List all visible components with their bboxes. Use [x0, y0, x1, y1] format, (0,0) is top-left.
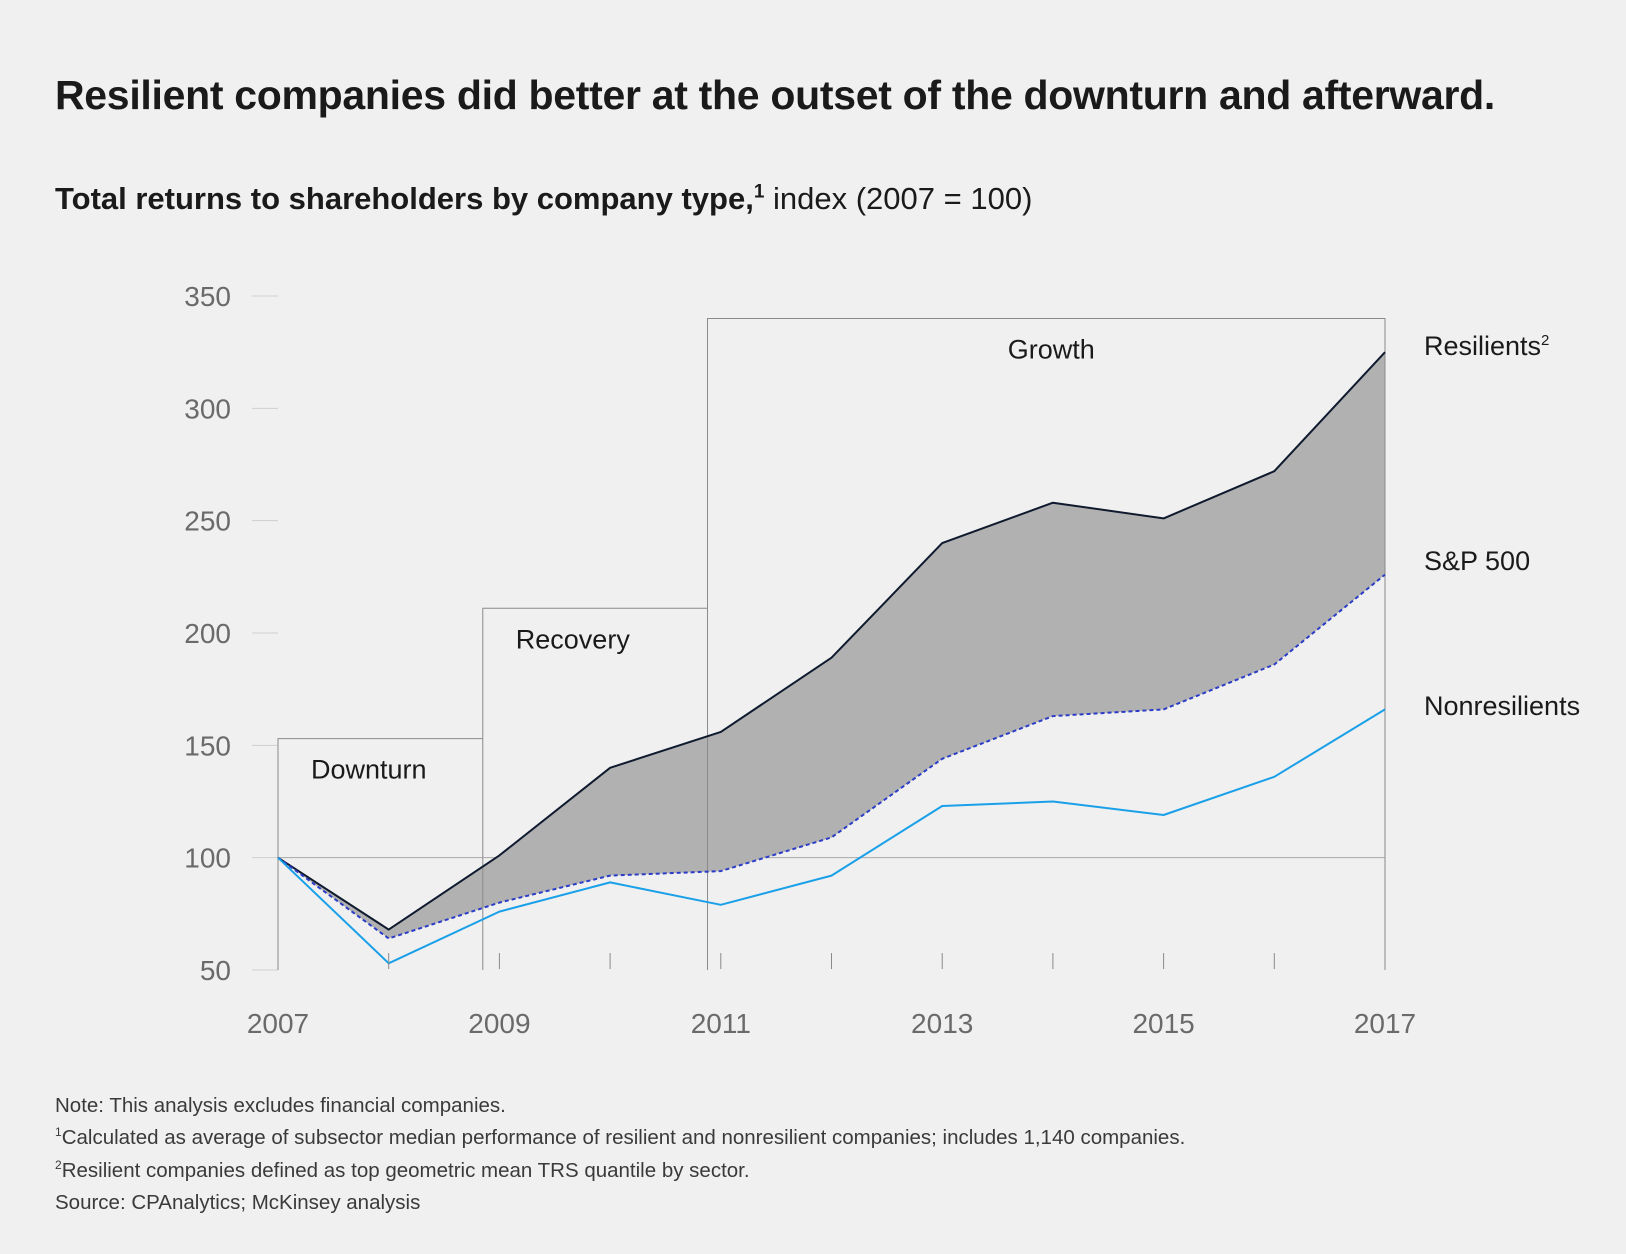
- footnotes: Note: This analysis excludes financial c…: [55, 1087, 1185, 1216]
- subtitle-unit: index (2007 = 100): [764, 181, 1033, 216]
- subtitle-bold: Total returns to shareholders by company…: [55, 181, 754, 216]
- phase-label-growth: Growth: [1008, 334, 1095, 364]
- phase-box-growth: [707, 317, 1386, 970]
- series-line-resilients: [277, 351, 1386, 931]
- footnote-2-marker: 2: [55, 1157, 62, 1172]
- series-label-resilients: Resilients2: [1424, 331, 1549, 361]
- chart-title: Resilient companies did better at the ou…: [55, 72, 1495, 118]
- x-tick-label-2009: 2009: [468, 1008, 530, 1039]
- footnote-source: Source: CPAnalytics; McKinsey analysis: [55, 1190, 421, 1214]
- x-tick-label-2007: 2007: [247, 1008, 309, 1039]
- y-tick-label-350: 350: [184, 281, 231, 312]
- y-tick-label-50: 50: [200, 955, 231, 986]
- series-label-s-p-500: S&P 500: [1424, 546, 1530, 576]
- chart-subtitle: Total returns to shareholders by company…: [55, 181, 1032, 217]
- phase-box-recovery: [482, 607, 708, 970]
- subtitle-footnote-marker: 1: [753, 181, 765, 203]
- series-line-nonresilients: [277, 708, 1386, 965]
- x-tick-label-2015: 2015: [1132, 1008, 1194, 1039]
- y-tick-label-150: 150: [184, 730, 231, 761]
- shaded-band: [278, 352, 1385, 939]
- footnote-1: 1Calculated as average of subsector medi…: [55, 1125, 1186, 1150]
- footnote-2: 2Resilient companies defined as top geom…: [55, 1157, 750, 1182]
- x-tick-label-2013: 2013: [911, 1008, 973, 1039]
- y-tick-label-100: 100: [184, 843, 231, 874]
- x-tick-label-2011: 2011: [691, 1008, 751, 1039]
- phase-box-downturn: [277, 738, 483, 970]
- y-tick-label-250: 250: [184, 506, 231, 537]
- phase-label-downturn: Downturn: [311, 755, 427, 785]
- y-tick-label-200: 200: [184, 618, 231, 649]
- footnote-1-marker: 1: [55, 1125, 62, 1140]
- y-tick-label-300: 300: [184, 393, 231, 424]
- series-label-nonresilients: Nonresilients: [1424, 691, 1580, 721]
- footnote-note: Note: This analysis excludes financial c…: [55, 1093, 506, 1117]
- x-tick-label-2017: 2017: [1354, 1008, 1416, 1039]
- phase-label-recovery: Recovery: [516, 624, 631, 654]
